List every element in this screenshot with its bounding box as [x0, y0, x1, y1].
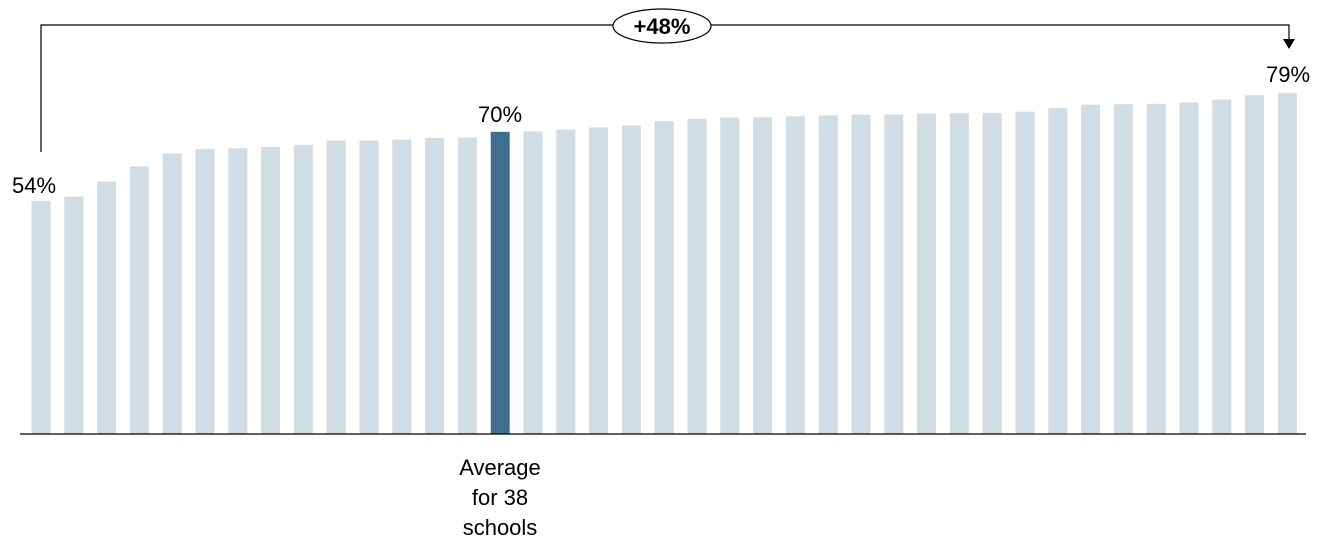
- bar: [392, 139, 412, 434]
- arrow-down-icon: [1283, 39, 1295, 49]
- bar: [228, 148, 248, 435]
- bar: [425, 137, 445, 434]
- bar: [326, 140, 346, 434]
- average-value-label: 70%: [478, 102, 522, 127]
- bar: [654, 121, 674, 434]
- first-value-label: 54%: [12, 173, 56, 198]
- bar: [293, 144, 313, 435]
- bar: [1113, 104, 1133, 434]
- bar: [523, 131, 543, 434]
- bar: [556, 129, 576, 434]
- average-caption-line-2: for 38: [472, 485, 528, 510]
- change-label: +48%: [634, 14, 691, 39]
- bar: [359, 140, 379, 434]
- bar: [785, 116, 805, 435]
- average-caption-line-3: schools: [463, 515, 538, 540]
- bar: [818, 115, 838, 435]
- bar: [621, 125, 641, 435]
- bar: [1015, 111, 1035, 434]
- bar: [1146, 103, 1166, 435]
- change-badge: [612, 8, 712, 44]
- bar-average: [490, 131, 510, 435]
- bar: [1048, 108, 1068, 434]
- bar: [457, 137, 477, 434]
- bar: [129, 166, 149, 434]
- bars-group: [31, 93, 1297, 435]
- bar: [162, 153, 182, 434]
- bar: [64, 196, 84, 434]
- bar: [589, 127, 609, 434]
- bar: [851, 114, 871, 434]
- bar: [687, 118, 707, 435]
- bar: [982, 112, 1002, 435]
- bar: [1245, 95, 1265, 434]
- bar: [753, 117, 773, 434]
- bar: [1277, 93, 1297, 434]
- bar: [1212, 99, 1232, 434]
- bar: [720, 117, 740, 434]
- bar: [97, 181, 117, 434]
- bar: [31, 200, 51, 434]
- bar: [261, 147, 281, 434]
- bar: [949, 113, 969, 435]
- average-caption-line-1: Average: [459, 455, 541, 480]
- bar: [1179, 102, 1199, 434]
- bar: [884, 114, 904, 434]
- bar: [917, 113, 937, 434]
- bar: [1081, 104, 1101, 434]
- bar: [195, 149, 215, 434]
- last-value-label: 79%: [1266, 62, 1310, 87]
